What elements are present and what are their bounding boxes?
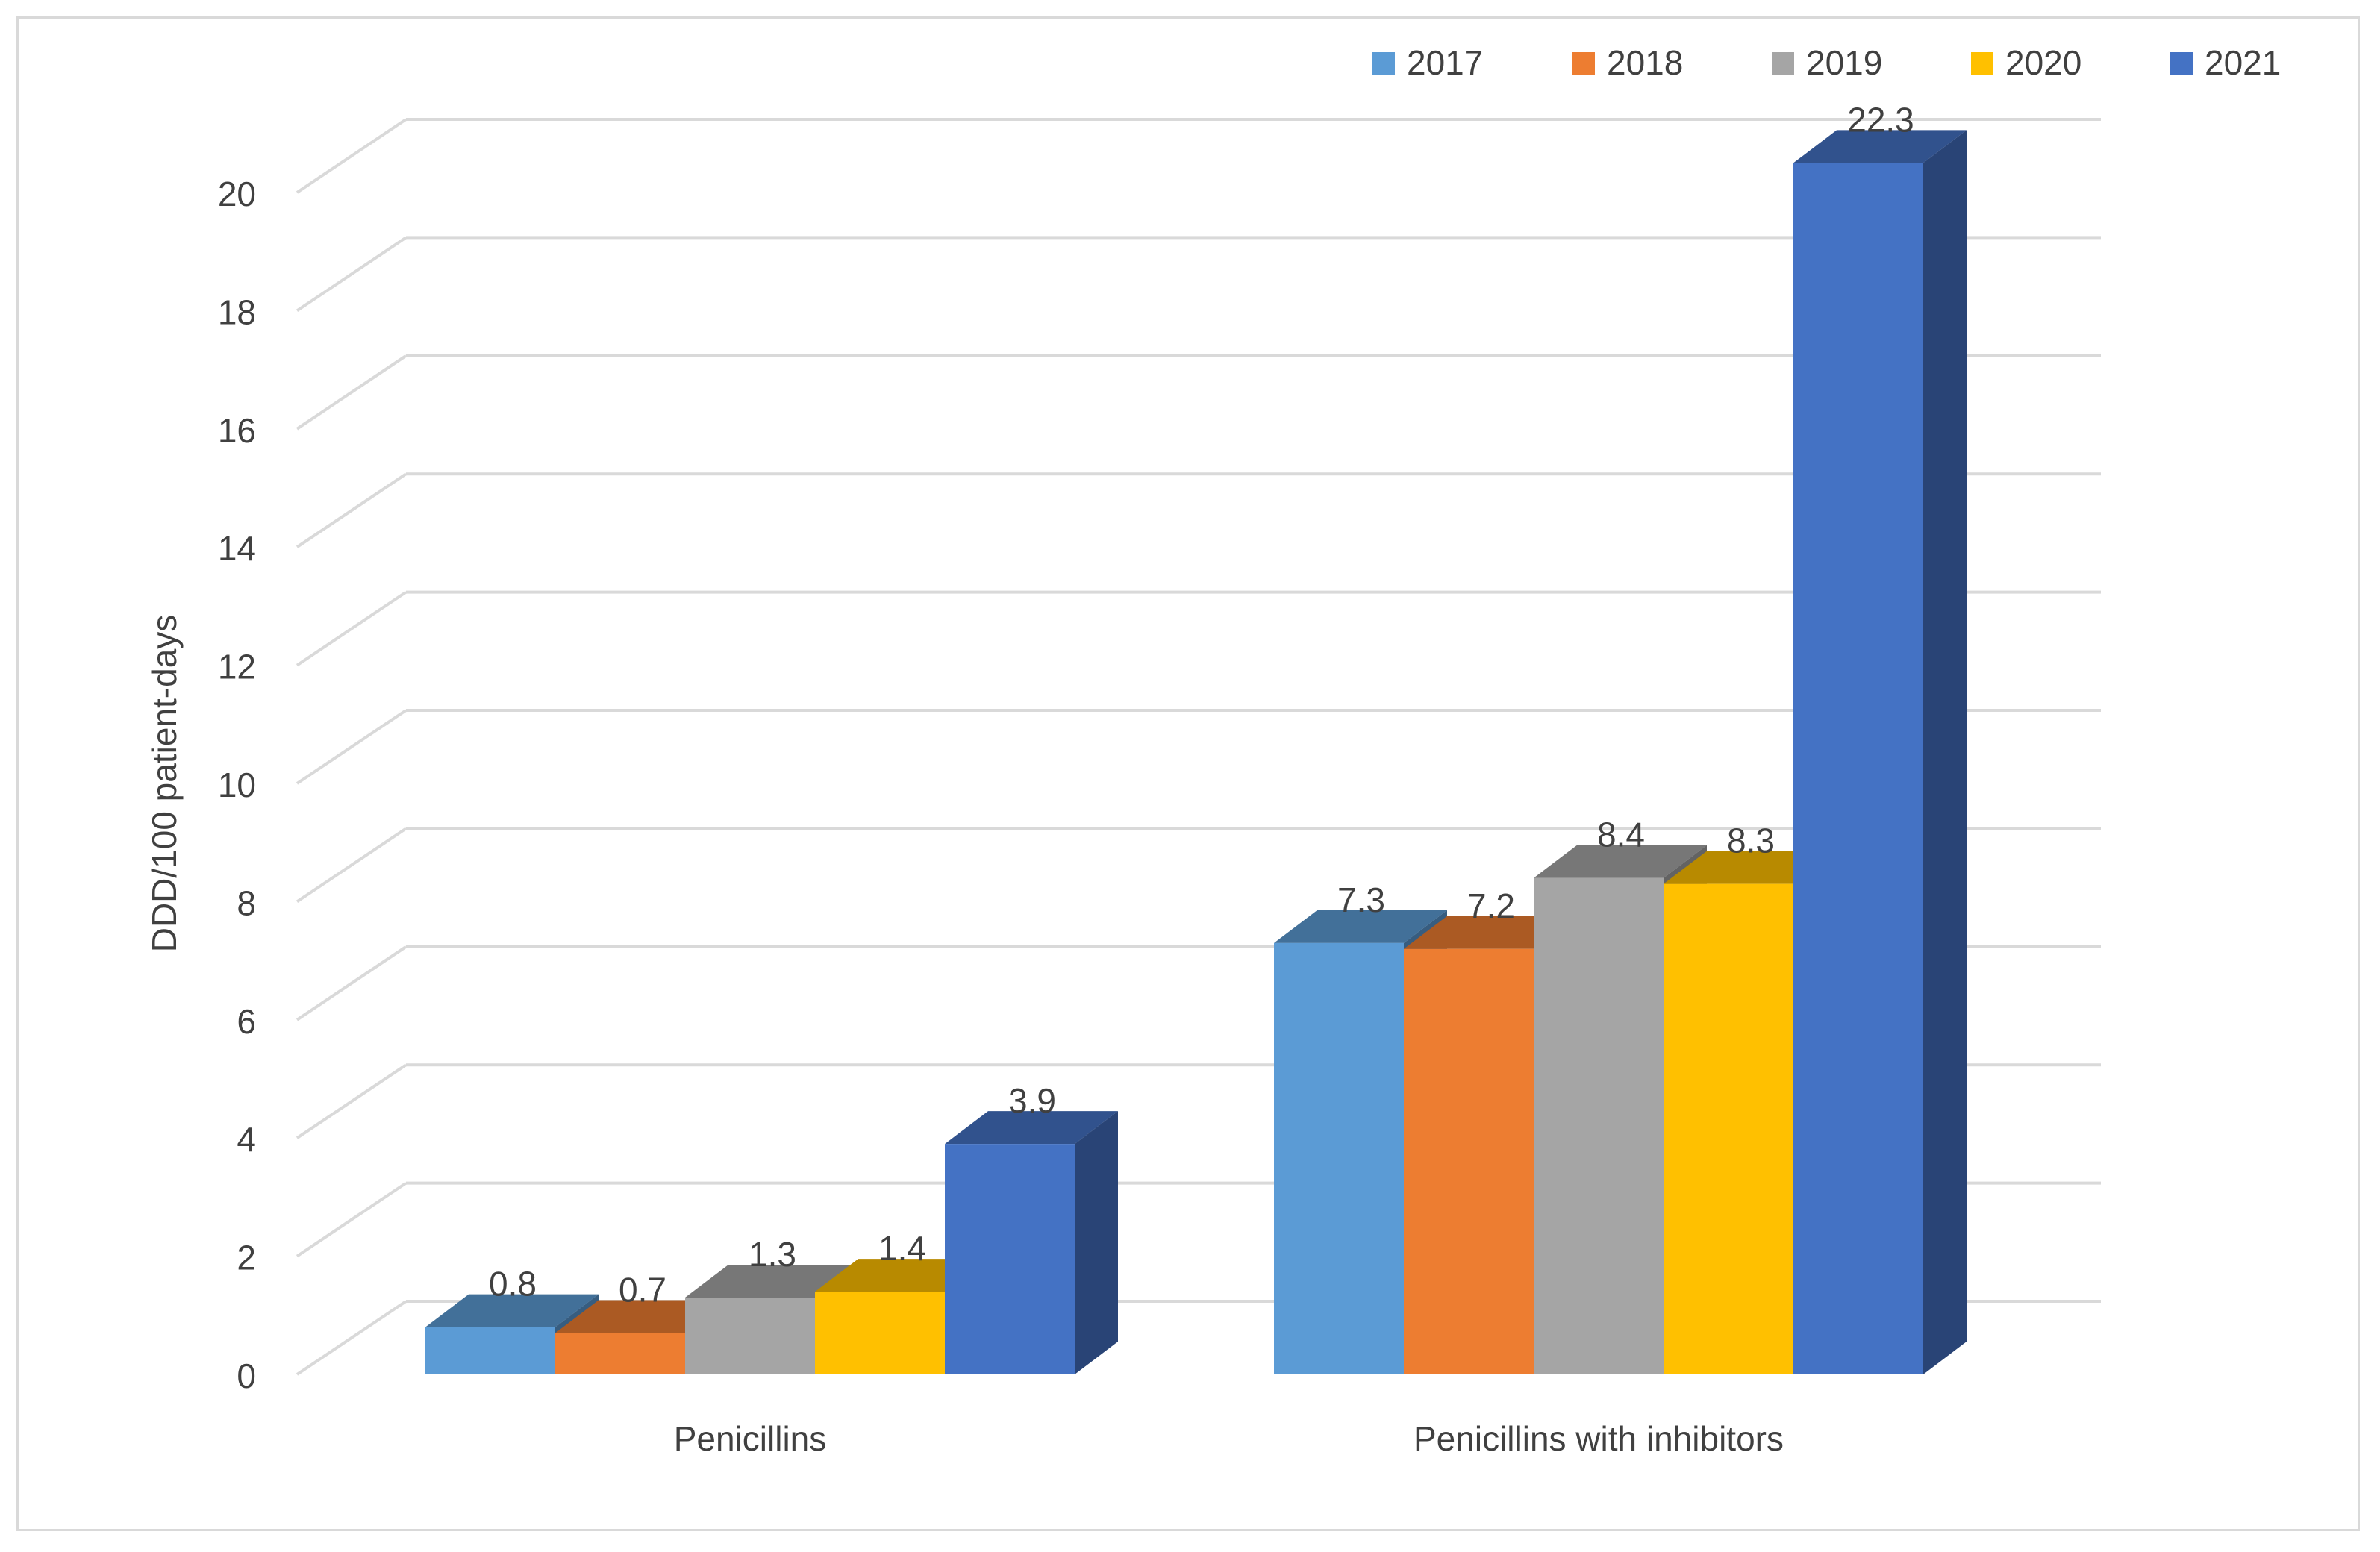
legend-item-2019: 2019 <box>1772 43 1882 82</box>
legend-item-2018: 2018 <box>1572 43 1683 82</box>
y-tick-label: 10 <box>218 766 256 804</box>
legend-swatch <box>1772 52 1794 75</box>
data-label: 1.3 <box>749 1235 796 1274</box>
y-axis-tick-labels: 0 2 4 6 8 10 12 14 16 18 20 <box>218 175 256 1395</box>
legend-swatch <box>2170 52 2193 75</box>
y-tick-label: 2 <box>237 1239 256 1277</box>
x-axis-category-labels: Penicillins Penicillins with inhibitors <box>674 1419 1784 1458</box>
data-label: 22.3 <box>1847 100 1914 139</box>
legend-item-2020: 2020 <box>1971 43 2081 82</box>
legend-label: 2019 <box>1806 43 1882 82</box>
chart-frame <box>16 16 2360 1531</box>
y-tick-label: 6 <box>237 1002 256 1041</box>
bar-2021-penicillins <box>945 1111 1118 1374</box>
data-label: 0.8 <box>489 1265 537 1304</box>
data-label: 3.9 <box>1008 1081 1056 1120</box>
data-labels: 0.8 0.7 1.3 1.4 3.9 7.3 7.2 8.4 8.3 22.3 <box>489 100 1914 1309</box>
legend-label: 2017 <box>1407 43 1483 82</box>
legend-label: 2018 <box>1607 43 1683 82</box>
gridline-20 <box>296 118 2101 194</box>
data-label: 8.3 <box>1727 822 1775 860</box>
legend-label: 2020 <box>2005 43 2081 82</box>
y-tick-label: 4 <box>237 1120 256 1159</box>
y-tick-label: 18 <box>218 292 256 331</box>
data-label: 0.7 <box>619 1271 666 1310</box>
legend-item-2017: 2017 <box>1372 43 1483 82</box>
data-label: 7.3 <box>1337 880 1385 919</box>
legend-swatch <box>1971 52 1993 75</box>
legend-swatch <box>1372 52 1395 75</box>
x-category-label: Penicillins <box>674 1419 827 1458</box>
legend-item-2021: 2021 <box>2170 43 2281 82</box>
bar-2021-penicillins-with-inhibitors <box>1793 130 1967 1374</box>
data-label: 1.4 <box>878 1229 926 1268</box>
legend-label: 2021 <box>2205 43 2281 82</box>
data-label: 7.2 <box>1467 886 1515 925</box>
legend-swatch <box>1572 52 1595 75</box>
data-label: 8.4 <box>1597 816 1645 854</box>
legend: 2017 2018 2019 2020 2021 <box>1372 43 2281 82</box>
x-category-label: Penicillins with inhibitors <box>1414 1419 1784 1458</box>
y-tick-label: 12 <box>218 648 256 686</box>
y-tick-label: 8 <box>237 883 256 922</box>
bars <box>425 130 1967 1374</box>
y-tick-label: 20 <box>218 175 256 213</box>
y-axis-title: DDD/100 patient-days <box>145 615 184 953</box>
y-tick-label: 16 <box>218 411 256 450</box>
y-tick-label: 0 <box>237 1357 256 1395</box>
y-tick-label: 14 <box>218 529 256 568</box>
